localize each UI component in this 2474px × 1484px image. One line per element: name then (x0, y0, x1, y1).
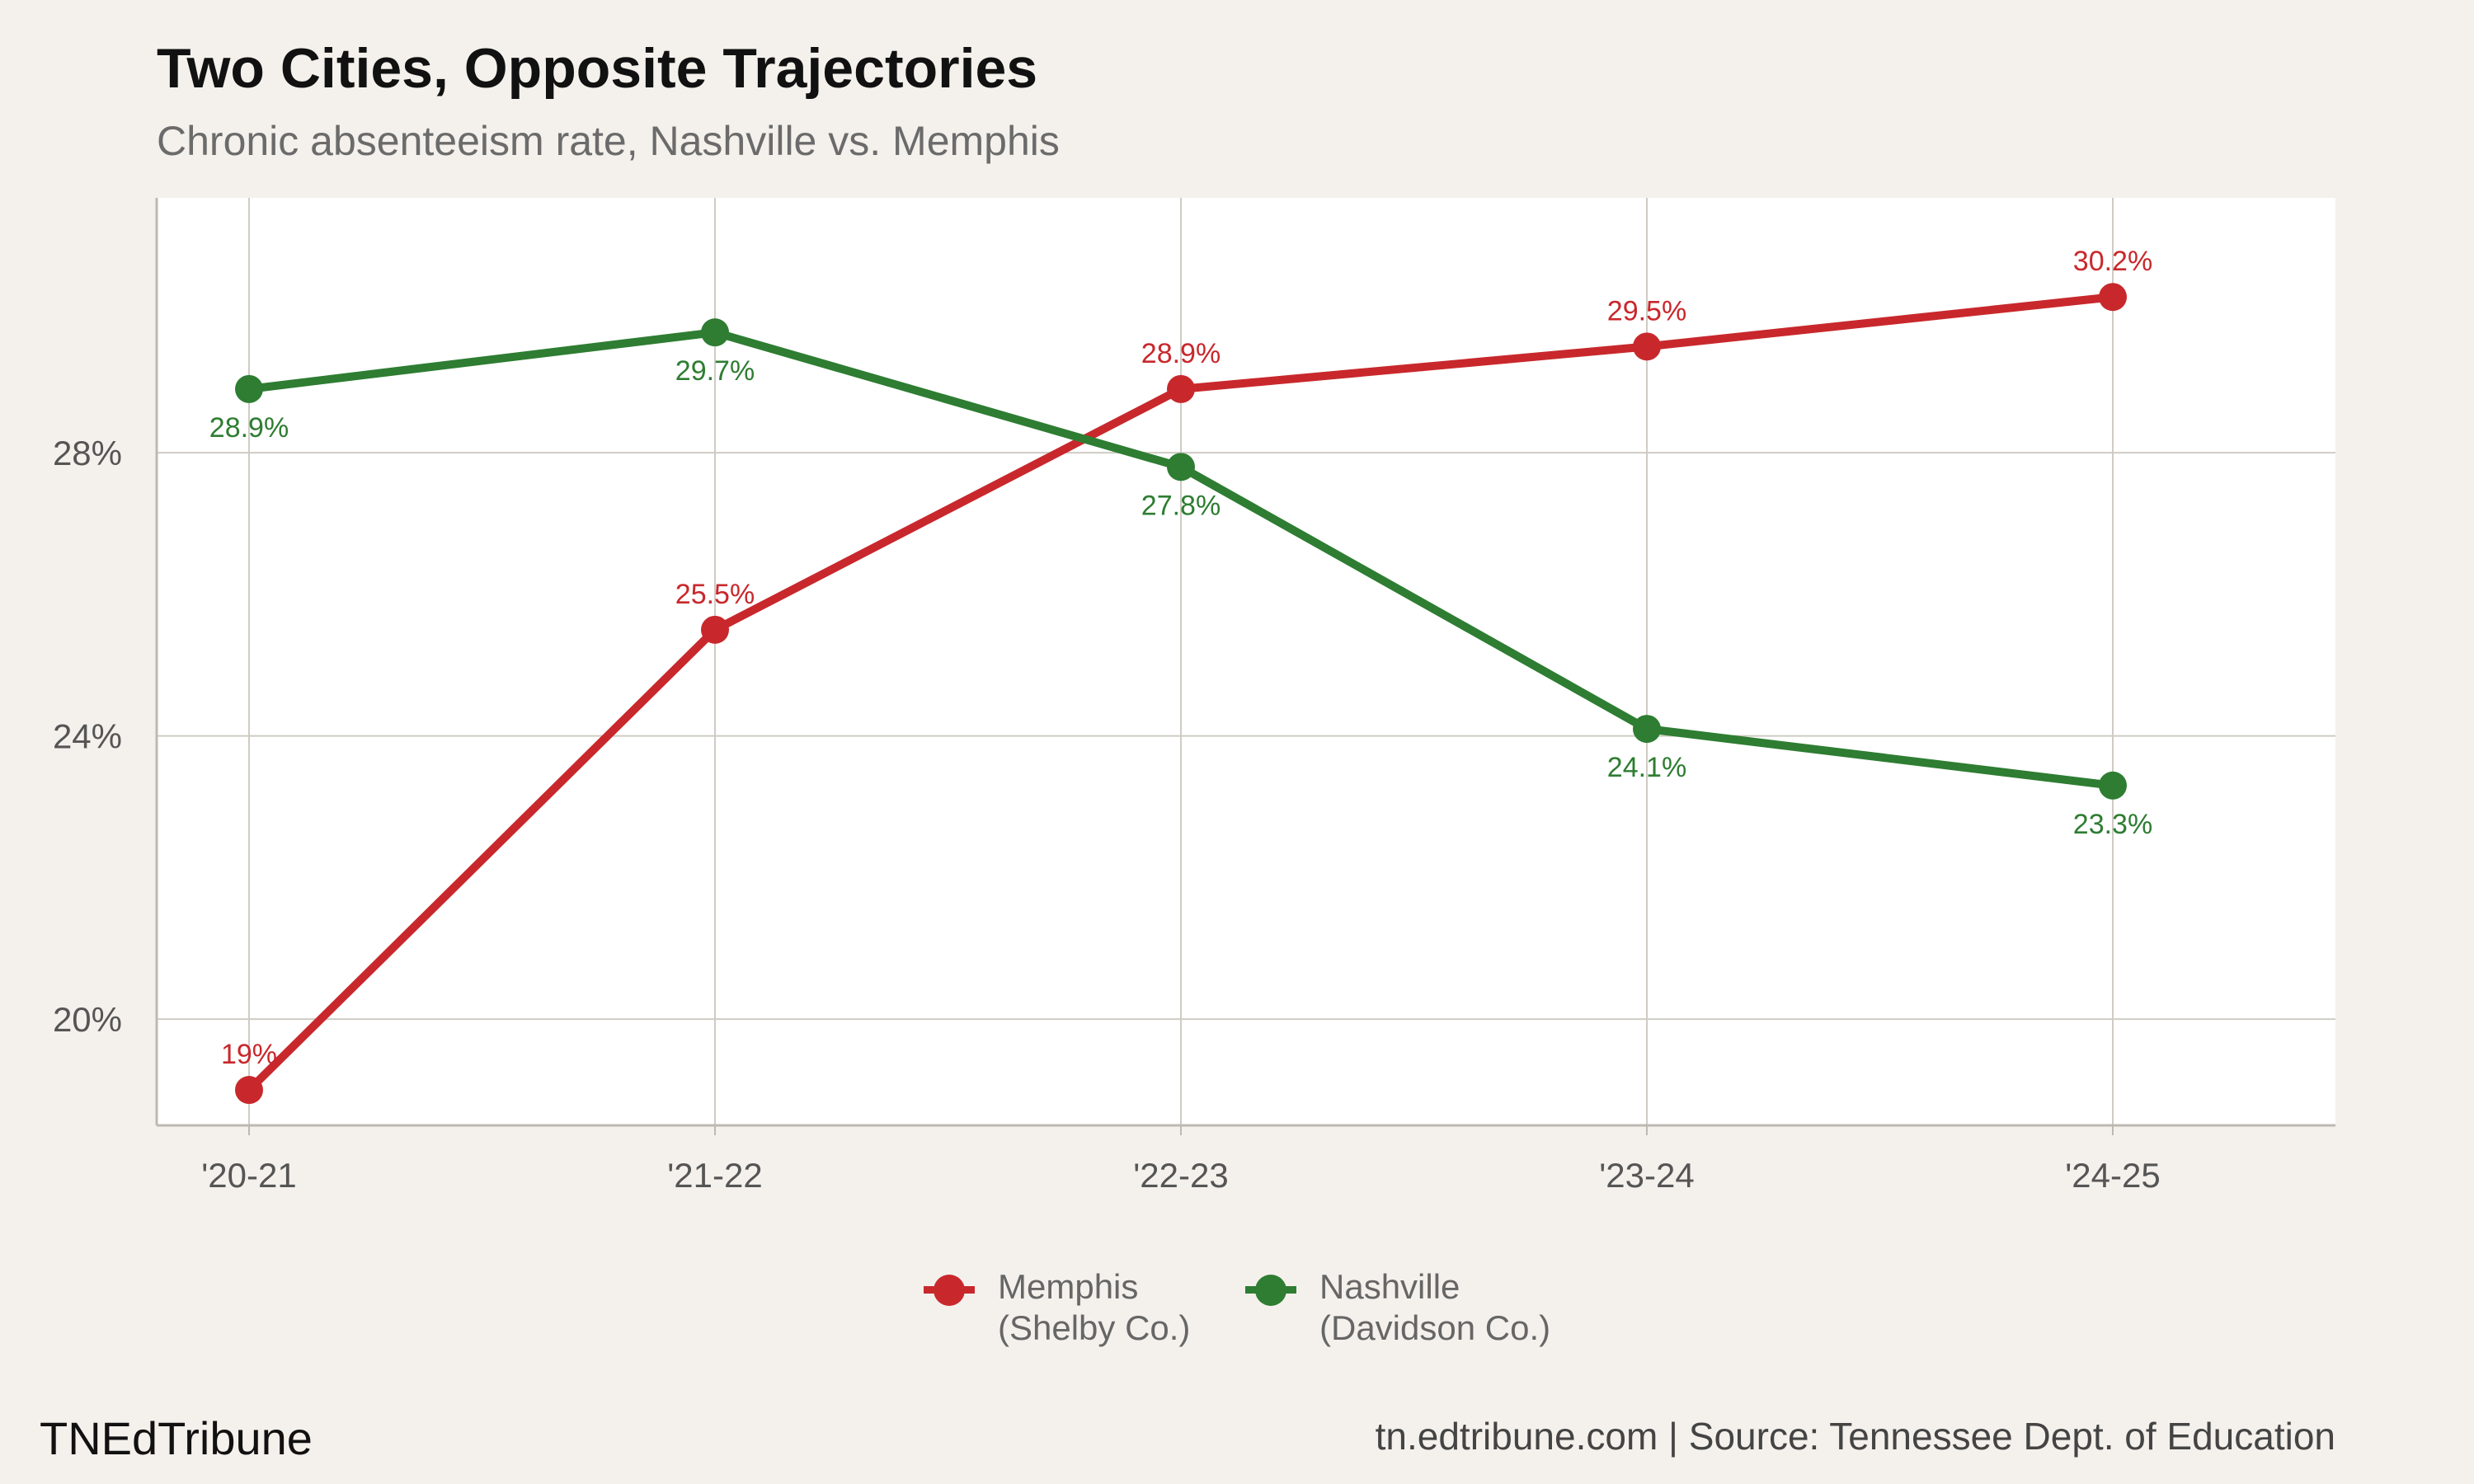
legend-swatch-memphis (922, 1266, 976, 1316)
chart-subtitle: Chronic absenteeism rate, Nashville vs. … (157, 118, 1060, 164)
source-note: tn.edtribune.com | Source: Tennessee Dep… (1375, 1415, 2335, 1458)
y-tick-label: 24% (53, 717, 122, 756)
plot-panel (157, 198, 2335, 1125)
brand-logo-text: TNEdTribune (40, 1412, 313, 1464)
data-label-nashville: 28.9% (209, 412, 289, 444)
data-label-memphis: 30.2% (2073, 246, 2152, 277)
data-point-nashville (1633, 715, 1661, 744)
legend-swatch-nashville (1244, 1266, 1298, 1316)
data-label-nashville: 29.7% (675, 355, 755, 387)
data-label-memphis: 25.5% (675, 579, 755, 610)
data-label-memphis: 28.9% (1141, 338, 1221, 369)
data-point-memphis (235, 1076, 263, 1105)
chart-title: Two Cities, Opposite Trajectories (157, 37, 1038, 100)
y-tick-label: 28% (53, 434, 122, 472)
x-tick-label: '24-25 (2065, 1156, 2160, 1195)
data-label-memphis: 19% (221, 1039, 277, 1070)
data-label-memphis: 29.5% (1607, 295, 1686, 326)
data-point-nashville (235, 374, 263, 403)
data-point-memphis (1633, 332, 1661, 361)
x-tick-label: '23-24 (1599, 1156, 1694, 1195)
legend-label-nashville: Nashville (Davidson Co.) (1319, 1267, 1551, 1347)
data-point-nashville (1167, 453, 1195, 481)
y-tick-label: 20% (53, 1000, 122, 1039)
x-tick-label: '20-21 (201, 1156, 296, 1195)
data-point-memphis (2099, 283, 2127, 312)
x-tick-label: '22-23 (1133, 1156, 1228, 1195)
data-point-nashville (701, 318, 729, 347)
data-label-nashville: 23.3% (2073, 809, 2152, 840)
data-point-memphis (701, 615, 729, 644)
legend-item-memphis: Memphis (Shelby Co.) (922, 1266, 1190, 1349)
data-point-memphis (1167, 374, 1195, 403)
data-point-nashville (2099, 771, 2127, 800)
legend-item-nashville: Nashville (Davidson Co.) (1244, 1266, 1550, 1349)
legend-label-memphis: Memphis (Shelby Co.) (998, 1267, 1191, 1347)
data-label-nashville: 27.8% (1141, 490, 1221, 521)
data-label-nashville: 24.1% (1607, 752, 1686, 783)
x-tick-label: '21-22 (667, 1156, 762, 1195)
